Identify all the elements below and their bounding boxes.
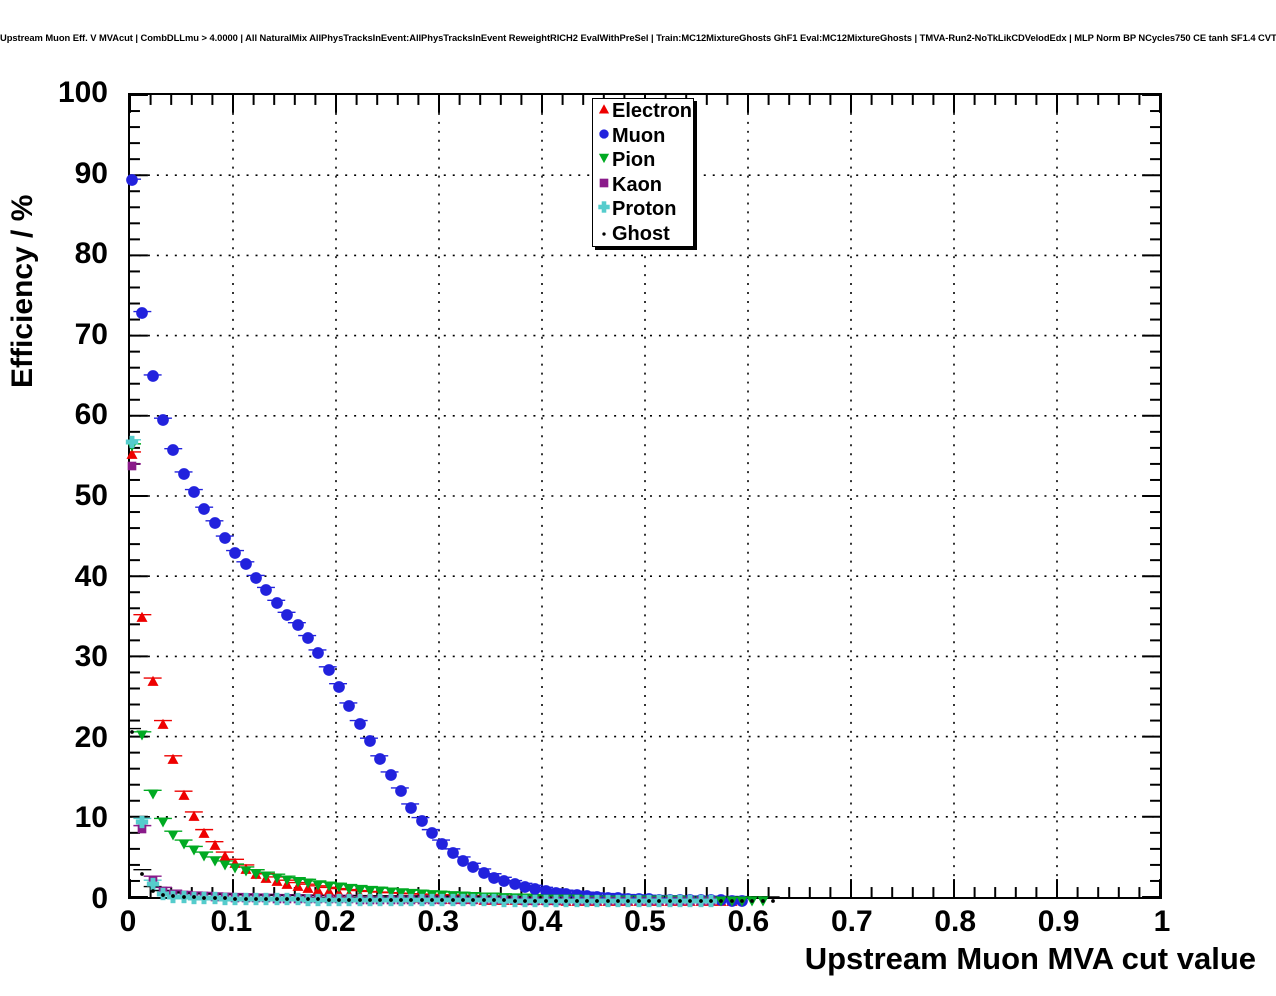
data-point-ghost <box>769 896 778 905</box>
y-tick-label: 10 <box>74 801 108 835</box>
data-point-ghost <box>634 896 643 905</box>
data-point-ghost <box>531 896 540 905</box>
x-tick-label: 1 <box>1153 905 1171 938</box>
data-point-ghost <box>665 896 674 905</box>
legend-item-label: Ghost <box>612 222 670 245</box>
x-tick-label: 0.2 <box>313 905 356 938</box>
legend-item-label: Proton <box>612 198 677 221</box>
x-axis-title: Upstream Muon MVA cut value <box>804 941 1256 976</box>
data-point-ghost <box>624 896 633 905</box>
data-point-ghost <box>655 896 664 905</box>
y-tick-label: 0 <box>91 882 108 915</box>
legend-item-pion[interactable]: Pion <box>593 148 693 173</box>
x-tick-label: 0.5 <box>624 905 666 938</box>
y-tick-label: 80 <box>74 237 108 271</box>
y-tick-label: 100 <box>57 76 108 109</box>
triangle-up-icon <box>596 101 612 121</box>
legend-item-proton[interactable]: Proton <box>593 197 693 222</box>
data-point-ghost <box>583 896 592 905</box>
x-tick-label: 0.7 <box>830 905 873 938</box>
x-tick-label: 0.6 <box>727 905 770 938</box>
data-point-ghost <box>686 896 695 905</box>
y-axis-title: Efficiency / % <box>6 194 39 388</box>
x-tick-label: 0.1 <box>210 905 253 938</box>
data-point-ghost <box>541 896 550 905</box>
legend-item-electron[interactable]: Electron <box>593 99 693 124</box>
legend-box[interactable]: Electron Muon Pion Kaon Proton Ghost <box>592 98 694 247</box>
legend-item-label: Kaon <box>612 173 662 196</box>
data-point-ghost <box>510 896 519 905</box>
data-point-ghost <box>552 896 561 905</box>
data-point-ghost <box>614 896 623 905</box>
data-point-ghost <box>448 896 457 905</box>
y-tick-label: 30 <box>74 640 108 674</box>
data-point-ghost <box>489 896 498 905</box>
data-point-ghost <box>427 896 436 905</box>
plot-header-title: Upstream Muon Eff. V MVAcut | CombDLLmu … <box>0 32 1276 43</box>
grid-layer <box>130 95 1160 897</box>
data-point-ghost <box>572 896 581 905</box>
cross-icon <box>596 199 612 219</box>
data-point-ghost <box>603 896 612 905</box>
data-point-ghost <box>717 896 726 905</box>
y-tick-label: 60 <box>74 398 108 432</box>
data-point-ghost <box>458 896 467 905</box>
triangle-down-icon <box>596 150 612 170</box>
y-tick-label: 70 <box>74 317 108 351</box>
y-tick-label: 20 <box>74 720 108 754</box>
x-tick-label: 0.8 <box>934 905 977 938</box>
data-point-ghost <box>438 896 447 905</box>
circle-icon <box>596 126 612 146</box>
data-point-ghost <box>696 896 705 905</box>
legend-item-label: Electron <box>612 100 693 123</box>
data-point-ghost <box>707 896 716 905</box>
data-point-ghost <box>562 896 571 905</box>
legend-item-ghost[interactable]: Ghost <box>593 222 693 247</box>
legend-item-label: Pion <box>612 149 656 172</box>
y-tick-label: 40 <box>74 559 108 593</box>
legend-item-kaon[interactable]: Kaon <box>593 173 693 198</box>
y-tick-label: 90 <box>74 156 108 190</box>
legend-item-muon[interactable]: Muon <box>593 124 693 149</box>
data-point-ghost <box>479 896 488 905</box>
legend-item-label: Muon <box>612 124 666 147</box>
x-tick-label: 0.3 <box>417 905 460 938</box>
square-icon <box>596 175 612 195</box>
data-point-ghost <box>676 896 685 905</box>
x-tick-label: 0 <box>119 905 137 938</box>
data-point-ghost <box>593 896 602 905</box>
data-point-ghost <box>645 896 654 905</box>
data-point-ghost <box>469 896 478 905</box>
x-tick-label: 0.9 <box>1037 905 1080 938</box>
data-point-ghost <box>520 896 529 905</box>
dot-icon <box>596 224 612 244</box>
data-point-ghost <box>500 896 509 905</box>
y-tick-label: 50 <box>74 479 108 512</box>
x-tick-label: 0.4 <box>520 905 563 938</box>
